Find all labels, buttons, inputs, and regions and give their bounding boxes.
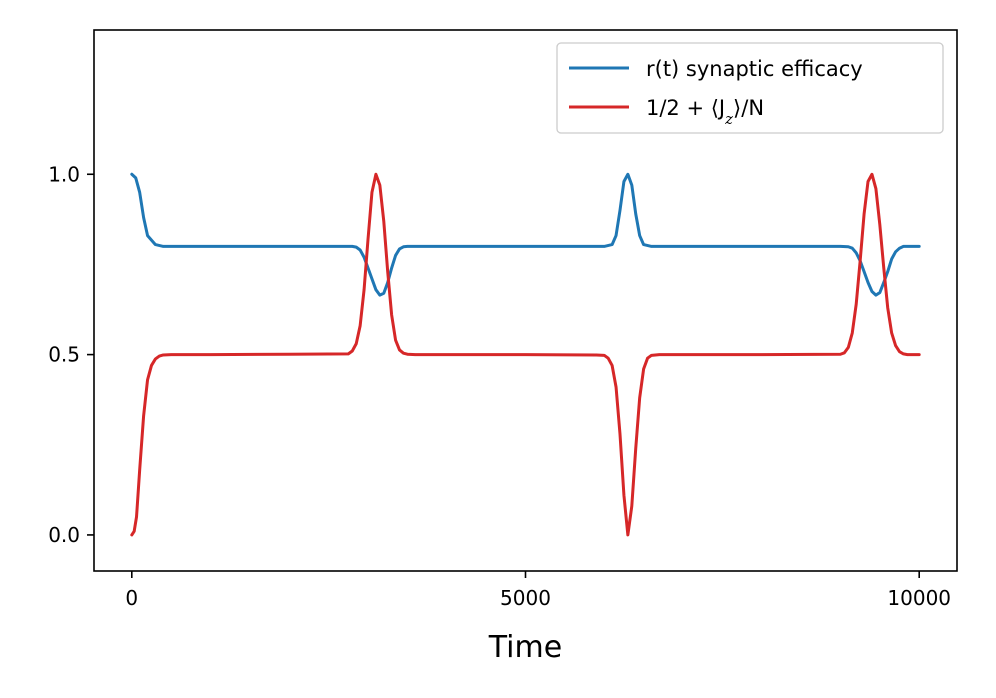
legend: r(t) synaptic efficacy 1/2 + ⟨Jz⟩/N [556, 42, 944, 134]
x-tick-label: 5000 [500, 586, 551, 610]
legend-label-r: r(t) synaptic efficacy [646, 57, 863, 81]
x-tick-label: 10000 [887, 586, 951, 610]
y-tick-label: 0.0 [48, 523, 80, 547]
y-tick-label: 1.0 [48, 162, 80, 186]
legend-math-main: 1/2 + ⟨J [646, 96, 725, 120]
series-line-0 [130, 172, 921, 297]
series-line-1 [130, 172, 921, 537]
legend-math-tail: ⟩/N [733, 96, 764, 120]
legend-math-sub: z [724, 110, 733, 128]
series-layer [130, 172, 921, 537]
x-axis-ticks: 0 5000 10000 [125, 571, 951, 610]
legend-box [556, 42, 944, 134]
x-axis-title: Time [488, 630, 562, 665]
legend-label-jz: 1/2 + ⟨Jz⟩/N [646, 96, 764, 128]
y-tick-label: 0.5 [48, 343, 80, 367]
x-tick-label: 0 [125, 586, 138, 610]
y-axis-ticks: 0.0 0.5 1.0 [48, 162, 94, 547]
